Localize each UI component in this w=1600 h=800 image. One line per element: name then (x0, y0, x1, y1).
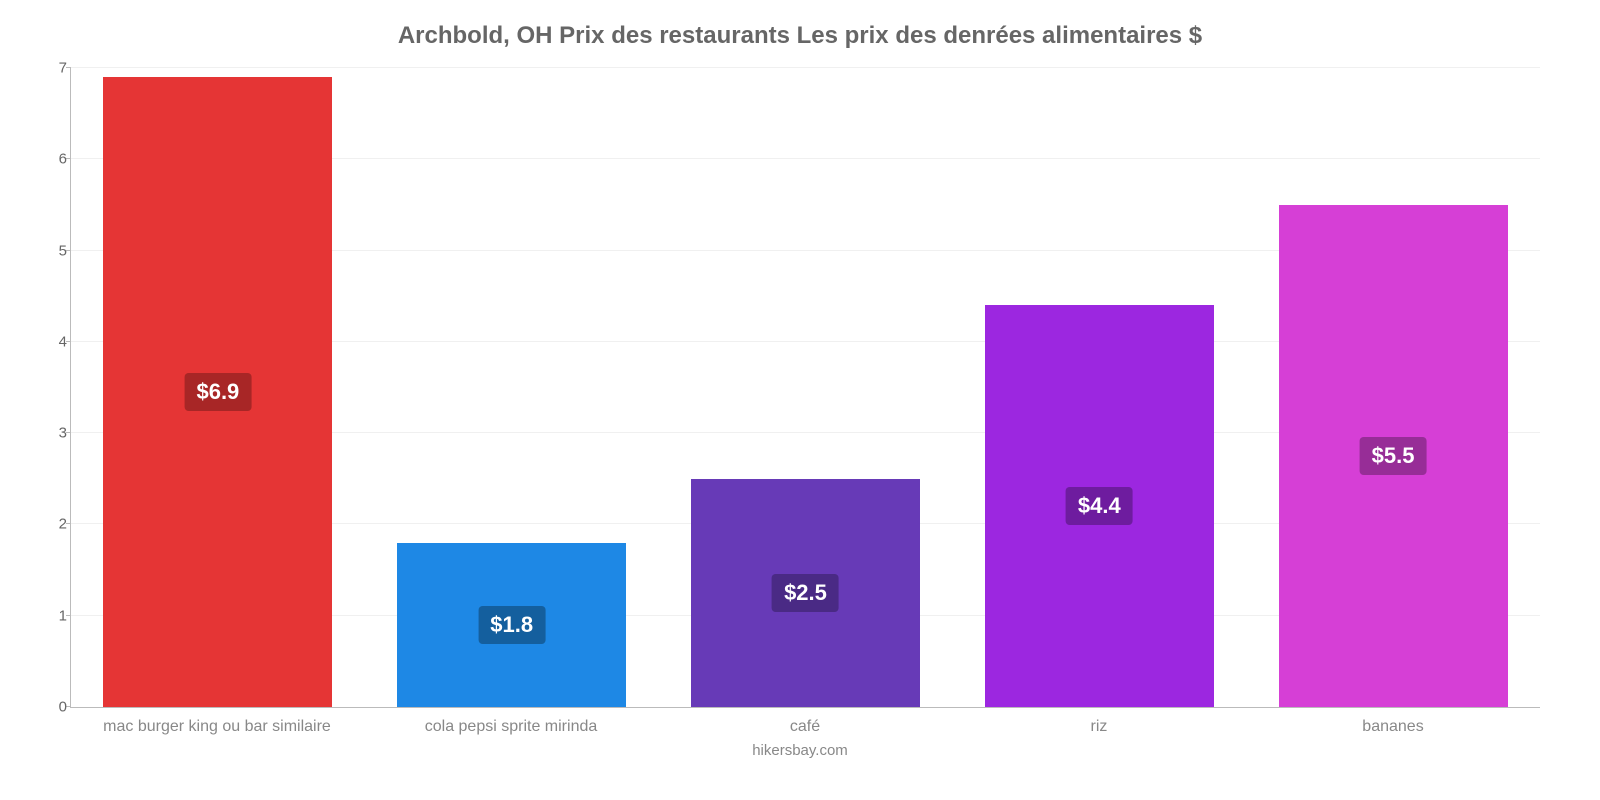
y-tick-label: 6 (43, 151, 67, 168)
y-tick-label: 5 (43, 242, 67, 259)
bar: $5.5 (1279, 205, 1508, 707)
bar: $6.9 (103, 77, 332, 707)
bar-slot: $5.5 (1246, 68, 1540, 707)
bar-slot: $6.9 (71, 68, 365, 707)
x-axis-label: mac burger king ou bar similaire (70, 708, 364, 736)
bar-value-label: $5.5 (1360, 437, 1427, 475)
y-tick-label: 2 (43, 516, 67, 533)
price-bar-chart: Archbold, OH Prix des restaurants Les pr… (0, 0, 1600, 800)
bar: $2.5 (691, 479, 920, 707)
bar-value-label: $1.8 (478, 606, 545, 644)
x-axis-label: café (658, 708, 952, 736)
bar-slot: $1.8 (365, 68, 659, 707)
bar: $1.8 (397, 543, 626, 707)
y-tick-label: 1 (43, 607, 67, 624)
y-tick-label: 3 (43, 425, 67, 442)
x-axis-label: riz (952, 708, 1246, 736)
x-axis-label: bananes (1246, 708, 1540, 736)
x-axis-label: cola pepsi sprite mirinda (364, 708, 658, 736)
chart-title: Archbold, OH Prix des restaurants Les pr… (40, 22, 1560, 50)
bars-container: $6.9 $1.8 $2.5 $4.4 $5.5 (71, 68, 1540, 707)
bar-value-label: $6.9 (184, 373, 251, 411)
plot-area: $6.9$1.8$2.5$4.4$5.5 01234567 (70, 68, 1540, 708)
y-tick-label: 4 (43, 333, 67, 350)
y-tick-label: 7 (43, 60, 67, 77)
source-text: hikersbay.com (40, 742, 1560, 759)
bar-slot: $4.4 (952, 68, 1246, 707)
bar-value-label: $2.5 (772, 574, 839, 612)
y-tick-label: 0 (43, 699, 67, 716)
x-axis-labels: mac burger king ou bar similairecola pep… (70, 708, 1540, 736)
bar: $4.4 (985, 305, 1214, 707)
bar-slot: $2.5 (659, 68, 953, 707)
bar-value-label: $4.4 (1066, 487, 1133, 525)
